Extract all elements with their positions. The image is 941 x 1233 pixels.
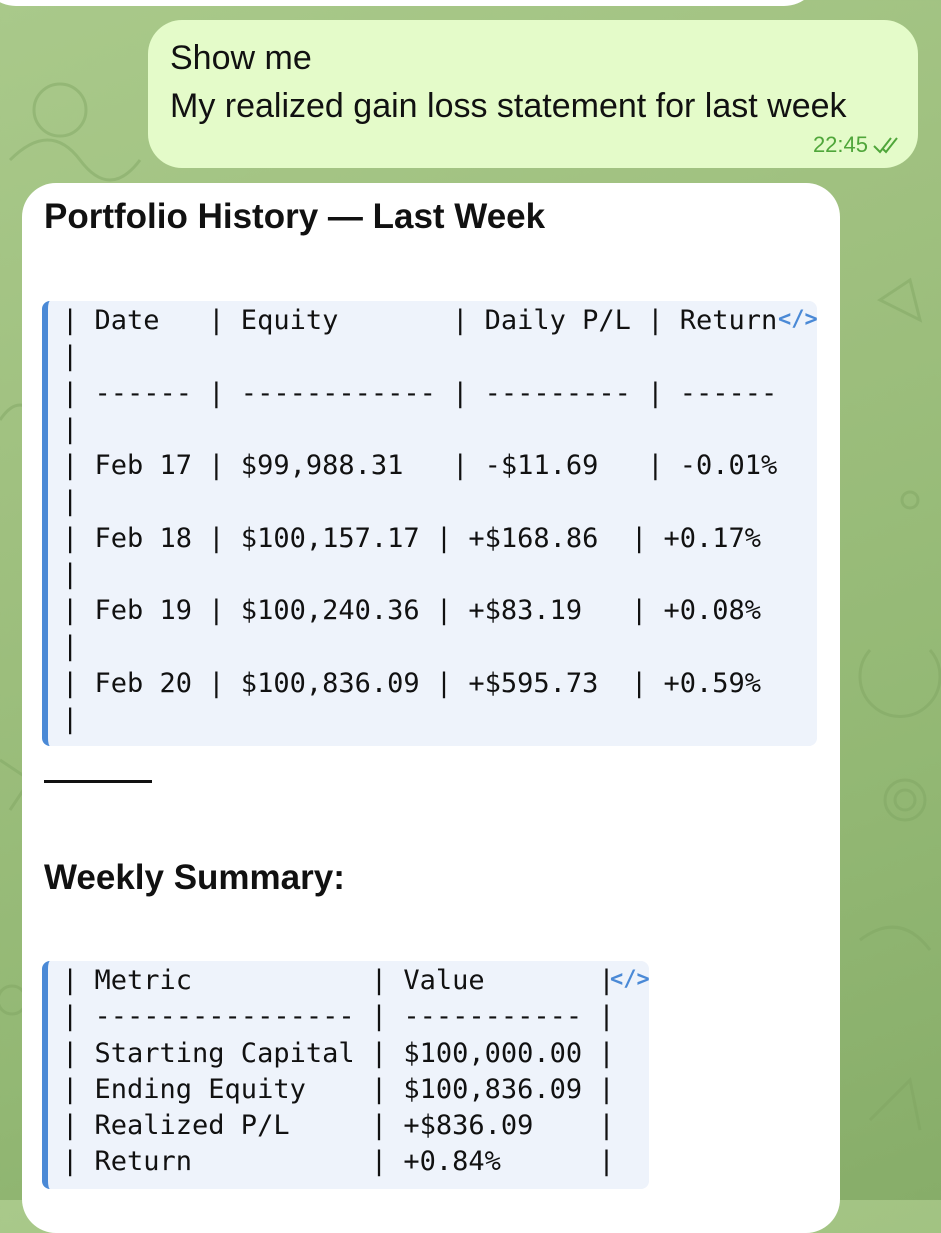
code-line: | Date | Equity | Daily P/L | Return — [62, 305, 778, 336]
code-line: | Metric | Value | — [62, 965, 615, 996]
previous-message-bubble — [0, 0, 820, 6]
code-line: | ---------------- | ----------- | — [62, 1001, 615, 1032]
double-check-icon — [873, 137, 898, 154]
history-table-text: | Date | Equity | Daily P/L | Return | |… — [62, 301, 777, 735]
summary-code-block[interactable]: </> | Metric | Value | | ---------------… — [42, 961, 650, 1189]
code-line: | Feb 20 | $100,836.09 | +$595.73 | +0.5… — [62, 668, 761, 699]
code-line: | — [62, 631, 79, 662]
copy-code-icon[interactable]: </> — [610, 967, 650, 992]
incoming-message-bubble[interactable]: Portfolio History — Last Week </> | Date… — [22, 183, 840, 1233]
message-meta: 22:45 — [813, 132, 902, 158]
outgoing-message-line: Show me — [170, 39, 312, 77]
code-line: | ------ | ------------ | --------- | --… — [62, 378, 778, 409]
summary-table-text: | Metric | Value | | ---------------- | … — [62, 961, 615, 1209]
code-line: | — [62, 341, 79, 372]
code-line: | Realized P/L | +$836.09 | — [62, 1110, 615, 1141]
outgoing-message-bubble[interactable]: Show me My realized gain loss statement … — [148, 20, 918, 168]
code-line: | Ending Equity | $100,836.09 | — [62, 1074, 615, 1105]
code-line: | — [62, 704, 79, 735]
weekly-summary-heading: Weekly Summary: — [44, 858, 345, 897]
code-line: | — [62, 486, 79, 517]
code-line: | Return | +0.84% | — [62, 1146, 615, 1177]
outgoing-message-line: My realized gain loss statement for last… — [170, 87, 847, 125]
code-line: | Feb 19 | $100,240.36 | +$83.19 | +0.08… — [62, 595, 761, 626]
message-time: 22:45 — [812, 132, 868, 157]
code-line: | Feb 17 | $99,988.31 | -$11.69 | -0.01% — [62, 450, 778, 481]
code-line: | — [62, 414, 79, 445]
code-line: | Starting Capital | $100,000.00 | — [62, 1038, 615, 1069]
code-line: | — [62, 559, 79, 590]
code-line: | Feb 18 | $100,157.17 | +$168.86 | +0.1… — [62, 523, 761, 554]
horizontal-rule — [44, 780, 152, 783]
copy-code-icon[interactable]: </> — [778, 307, 818, 332]
history-code-block[interactable]: </> | Date | Equity | Daily P/L | Return… — [42, 301, 818, 746]
portfolio-history-heading: Portfolio History — Last Week — [44, 197, 546, 236]
